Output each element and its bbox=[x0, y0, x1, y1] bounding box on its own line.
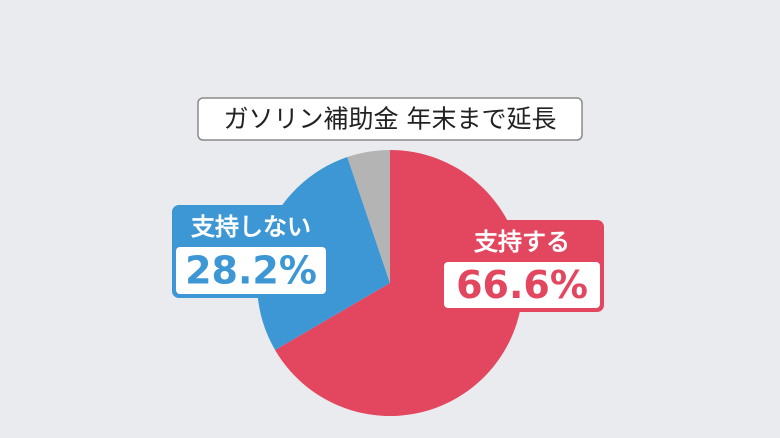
pie-slice bbox=[347, 150, 390, 283]
value-label: 66.6% bbox=[456, 263, 588, 307]
value-box bbox=[444, 262, 600, 308]
category-label: 支持しない bbox=[191, 213, 311, 241]
chart-title: ガソリン補助金 年末まで延長 bbox=[224, 105, 557, 134]
pie-slice bbox=[275, 150, 523, 416]
title-box bbox=[197, 97, 583, 141]
value-box bbox=[176, 247, 326, 294]
category-label: 支持する bbox=[474, 228, 570, 256]
value-label: 28.2% bbox=[185, 249, 317, 293]
labels: 支持する 66.6% 支持しない 28.2% bbox=[172, 205, 604, 312]
